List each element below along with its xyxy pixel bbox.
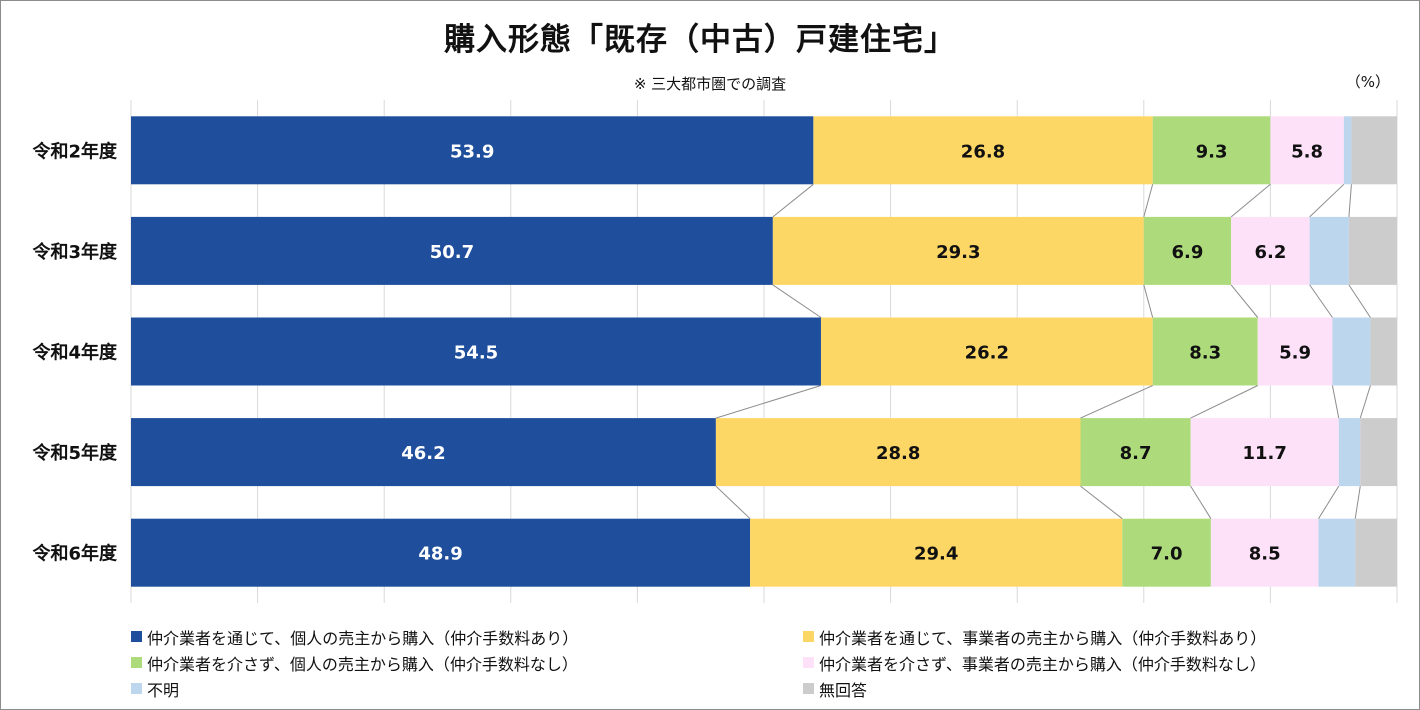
bar-segment	[1355, 518, 1397, 587]
series-connector-line	[1190, 385, 1258, 419]
series-connector-line	[715, 385, 822, 419]
bar-segment	[715, 418, 1081, 487]
bar-segment	[1122, 518, 1211, 587]
data-label: 53.9	[450, 141, 494, 162]
series-connector-line	[772, 183, 814, 218]
series-connector-line	[772, 284, 822, 318]
data-label: 26.2	[965, 343, 1009, 364]
bar-segment	[1338, 418, 1361, 487]
data-label: 46.2	[401, 443, 445, 464]
data-label: 48.9	[418, 544, 462, 565]
series-connector-line	[1318, 485, 1340, 519]
bar-segment	[1318, 518, 1356, 587]
series-connector-line	[1309, 183, 1345, 218]
bar-segment	[131, 116, 814, 185]
data-label: 6.2	[1254, 242, 1286, 263]
series-connector-line	[1143, 184, 1154, 218]
legend-swatch	[803, 683, 814, 694]
data-label: 26.8	[961, 141, 1005, 162]
legend-item: 仲介業者を通じて、事業者の売主から購入（仲介手数料あり）	[803, 625, 1403, 648]
data-label: 50.7	[430, 242, 474, 263]
bar-segment	[1210, 518, 1319, 587]
bar-segment	[131, 518, 751, 587]
series-connector-line	[1230, 284, 1259, 318]
data-label: 5.8	[1291, 141, 1323, 162]
bar-segment	[1270, 116, 1344, 185]
data-label: 54.5	[454, 343, 498, 364]
series-connector-line	[715, 485, 751, 520]
bar-segment	[1257, 317, 1333, 386]
legend-item: 仲介業者を介さず、事業者の売主から購入（仲介手数料なし）	[803, 651, 1403, 674]
legend-swatch	[131, 631, 142, 642]
bar-segment	[1370, 317, 1397, 386]
data-label: 29.3	[936, 242, 980, 263]
bar-segment	[772, 216, 1144, 285]
bar-segment	[1143, 216, 1232, 285]
bar-segment	[1152, 116, 1271, 185]
bar-segment	[750, 518, 1123, 587]
chart-title: 購入形態「既存（中古）戸建住宅」	[444, 22, 956, 58]
bar-segment	[1080, 418, 1191, 487]
legend-label: 仲介業者を通じて、個人の売主から購入（仲介手数料あり）	[147, 628, 579, 648]
series-connector-line	[1230, 183, 1271, 218]
data-label: 11.7	[1242, 443, 1286, 464]
bar-segment	[1348, 216, 1397, 285]
series-connector-line	[1348, 284, 1371, 318]
bar-segment	[1231, 216, 1310, 285]
series-connector-line	[1080, 485, 1123, 520]
bar-segment	[131, 216, 773, 285]
legend: 仲介業者を通じて、個人の売主から購入（仲介手数料あり） 仲介業者を通じて、事業者の…	[131, 625, 1411, 700]
category-label: 令和3年度	[31, 241, 118, 263]
legend-swatch	[131, 683, 142, 694]
bar-segment	[131, 317, 821, 386]
data-label: 28.8	[876, 443, 920, 464]
chart-subtitle: ※ 三大都市圏での調査	[633, 75, 787, 93]
legend-label: 仲介業者を通じて、事業者の売主から購入（仲介手数料あり）	[819, 628, 1267, 648]
bar-segment	[820, 317, 1153, 386]
series-connector-line	[1080, 385, 1153, 419]
series-connector-line	[1359, 385, 1371, 419]
legend-label: 不明	[147, 680, 180, 700]
legend-label: 仲介業者を介さず、個人の売主から購入（仲介手数料なし）	[147, 654, 578, 674]
series-connector-line	[1190, 485, 1212, 519]
legend-item: 不明	[131, 677, 803, 700]
legend-item: 仲介業者を通じて、個人の売主から購入（仲介手数料あり）	[131, 625, 803, 648]
category-label: 令和5年度	[31, 442, 118, 464]
legend-swatch	[803, 631, 814, 642]
category-label: 令和2年度	[31, 140, 118, 162]
bar-segment	[1152, 317, 1258, 386]
series-connector-line	[1354, 486, 1361, 519]
series-connector-line	[1309, 284, 1333, 318]
legend-label: 無回答	[819, 680, 868, 700]
data-label: 9.3	[1196, 141, 1228, 162]
data-label: 29.4	[914, 544, 958, 565]
legend-label: 仲介業者を介さず、事業者の売主から購入（仲介手数料なし）	[819, 654, 1266, 674]
data-label: 8.5	[1249, 544, 1281, 565]
legend-item: 仲介業者を介さず、個人の売主から購入（仲介手数料なし）	[131, 651, 803, 674]
legend-swatch	[803, 657, 814, 668]
bar-segment	[1351, 116, 1397, 185]
category-label: 令和6年度	[31, 543, 118, 565]
data-label: 7.0	[1151, 544, 1183, 565]
legend-item: 無回答	[803, 677, 1403, 700]
series-connector-line	[1331, 385, 1340, 419]
bar-segment	[131, 418, 716, 487]
bar-segment	[1332, 317, 1371, 386]
series-connector-line	[1348, 184, 1352, 217]
bar-segment	[1343, 116, 1352, 185]
data-label: 5.9	[1279, 343, 1311, 364]
category-label: 令和4年度	[31, 342, 118, 364]
bar-segment	[1309, 216, 1349, 285]
bar-segment	[1360, 418, 1397, 487]
series-connector-line	[1143, 284, 1154, 318]
data-label: 8.3	[1189, 343, 1221, 364]
data-label: 6.9	[1172, 242, 1204, 263]
legend-swatch	[131, 657, 142, 668]
bar-segment	[813, 116, 1153, 185]
data-label: 8.7	[1120, 443, 1152, 464]
unit-label: （%）	[1345, 73, 1390, 91]
bar-segment	[1190, 418, 1339, 487]
